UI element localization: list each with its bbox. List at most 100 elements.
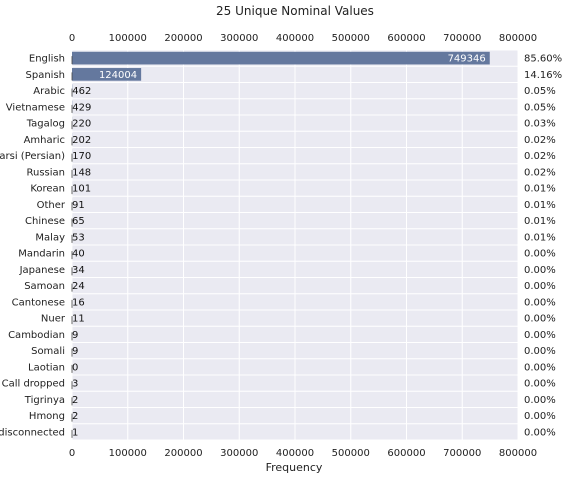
percentage-label: 0.00%	[524, 395, 556, 406]
category-label: Russian	[26, 167, 65, 178]
bar-value-label: 53	[72, 232, 85, 243]
percentage-label: 0.02%	[524, 167, 556, 178]
bottom-tick-label: 700000	[443, 448, 481, 459]
percentage-label: 0.05%	[524, 86, 556, 97]
bottom-tick-label: 300000	[220, 448, 258, 459]
top-tick-label: 600000	[387, 33, 425, 44]
category-label: Somali	[31, 346, 65, 357]
top-tick-label: 300000	[220, 33, 258, 44]
grid-lines	[71, 49, 519, 441]
bar-value-label: 11	[72, 314, 85, 325]
category-label: English	[29, 54, 65, 65]
bar-value-label: 0	[72, 362, 78, 373]
top-tick-label: 700000	[443, 33, 481, 44]
bar-value-label: 429	[72, 102, 91, 113]
bar-value-label: 1	[72, 427, 78, 438]
top-tick-label: 200000	[164, 33, 202, 44]
bar-value-label: 2	[72, 395, 78, 406]
category-label: Spanish	[26, 70, 66, 81]
category-label: Cantonese	[12, 297, 65, 308]
category-label: Other	[37, 200, 66, 211]
category-labels: English Spanish Arabic Vietnamese Tagalog Amh…	[0, 54, 66, 439]
category-label: disconnected	[0, 427, 65, 438]
bar-value-label: 9	[72, 346, 78, 357]
bar-value-label: 34	[72, 265, 85, 276]
percentage-label: 0.00%	[524, 330, 556, 341]
percentage-label: 0.01%	[524, 184, 556, 195]
bottom-x-axis: 0 100000 200000 300000 400000 500000 600000 700…	[69, 448, 537, 459]
category-label: Cambodian	[8, 330, 65, 341]
bar-value-label: 170	[72, 151, 91, 162]
bar	[72, 51, 490, 65]
bar-value-label: 202	[72, 135, 91, 146]
top-tick-label: 400000	[276, 33, 314, 44]
bottom-tick-label: 800000	[499, 448, 537, 459]
bar-value-label: 148	[72, 167, 91, 178]
top-tick-label: 800000	[499, 33, 537, 44]
category-label: Call dropped	[2, 379, 65, 390]
category-label: Farsi (Persian)	[0, 151, 65, 162]
category-label: Nuer	[41, 314, 66, 325]
bar-value-label: 16	[72, 297, 85, 308]
percentage-label: 14.16%	[524, 70, 562, 81]
category-label: Amharic	[24, 135, 65, 146]
bars: 7493461240044624292202021701481019165534…	[71, 51, 490, 438]
percentage-label: 0.00%	[524, 427, 556, 438]
bottom-tick-label: 400000	[276, 448, 314, 459]
bar-value-label: 124004	[99, 70, 137, 81]
bar-value-label: 9	[72, 330, 78, 341]
percentage-label: 0.02%	[524, 135, 556, 146]
category-label: Mandarin	[18, 249, 65, 260]
category-label: Tigrinya	[24, 395, 65, 406]
percentage-label: 0.00%	[524, 346, 556, 357]
percentage-label: 0.00%	[524, 411, 556, 422]
category-label: Tagalog	[26, 119, 65, 130]
percentage-label: 0.00%	[524, 281, 556, 292]
bottom-tick-label: 100000	[109, 448, 147, 459]
bar-value-label: 2	[72, 411, 78, 422]
category-label: Arabic	[33, 86, 65, 97]
category-label: Samoan	[24, 281, 65, 292]
bottom-tick-label: 600000	[387, 448, 425, 459]
category-label: Hmong	[29, 411, 65, 422]
percentage-label: 0.01%	[524, 232, 556, 243]
category-label: Korean	[30, 184, 65, 195]
percentage-label: 0.00%	[524, 362, 556, 373]
bar-value-label: 40	[72, 249, 85, 260]
percentage-label: 0.00%	[524, 314, 556, 325]
percentage-label: 0.05%	[524, 102, 556, 113]
percentage-label: 0.02%	[524, 151, 556, 162]
top-tick-label: 100000	[109, 33, 147, 44]
bar-value-label: 749346	[448, 54, 486, 65]
bottom-tick-label: 500000	[332, 448, 370, 459]
bar	[72, 68, 142, 81]
percentage-label: 0.00%	[524, 379, 556, 390]
bar-value-label: 91	[72, 200, 85, 211]
x-axis-title: Frequency	[266, 461, 323, 474]
percentage-labels: 85.60% 14.16% 0.05% 0.05% 0.03% 0.02% 0.02% 0.0…	[524, 54, 562, 439]
category-label: Malay	[35, 232, 65, 243]
percentage-label: 0.00%	[524, 297, 556, 308]
percentage-label: 85.60%	[524, 54, 562, 65]
category-label: Japanese	[19, 265, 65, 276]
category-label: Vietnamese	[6, 102, 65, 113]
percentage-label: 0.00%	[524, 265, 556, 276]
bar-value-label: 462	[72, 86, 91, 97]
bar-value-label: 220	[72, 119, 91, 130]
category-label: Chinese	[25, 216, 65, 227]
top-tick-label: 0	[69, 33, 75, 44]
bar-value-label: 24	[72, 281, 85, 292]
percentage-label: 0.01%	[524, 216, 556, 227]
bar-value-label: 65	[72, 216, 85, 227]
bottom-tick-label: 0	[69, 448, 75, 459]
bottom-tick-label: 200000	[164, 448, 202, 459]
bar-value-label: 3	[72, 379, 78, 390]
bar-value-label: 101	[72, 184, 91, 195]
percentage-label: 0.03%	[524, 119, 556, 130]
category-label: Laotian	[28, 362, 65, 373]
chart-title: 25 Unique Nominal Values	[216, 4, 374, 18]
top-tick-label: 500000	[332, 33, 370, 44]
percentage-label: 0.00%	[524, 249, 556, 260]
percentage-label: 0.01%	[524, 200, 556, 211]
